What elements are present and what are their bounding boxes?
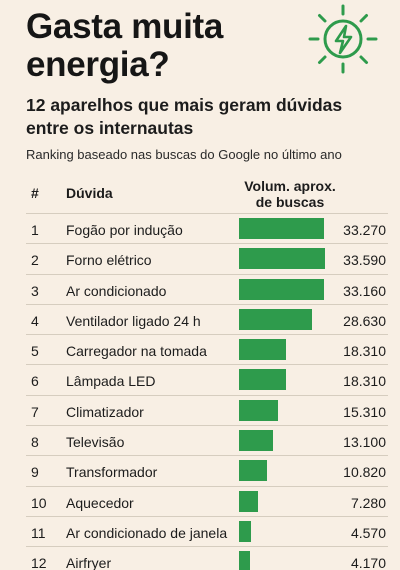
rank-number: 1 [31,222,39,238]
value-label: 18.310 [343,373,386,390]
category-label: Televisão [66,434,125,451]
table-row: 1 Fogão por indução 33.270 [26,213,388,243]
rank-number: 12 [31,555,47,570]
volume-bar [239,218,325,239]
table-row: 5 Carregador na tomada 18.310 [26,334,388,364]
table-row: 10 Aquecedor 7.280 [26,485,388,516]
rank-number: 6 [31,373,39,390]
title-line-1: Gasta muita [26,7,224,46]
category-label: Carregador na tomada [66,343,207,360]
category-label: Ar condicionado [66,282,167,299]
value-label: 4.570 [350,524,386,541]
table-row: 4 Ventilador ligado 24 h 28.630 [26,303,388,334]
table-row: 3 Ar condicionado 33.160 [26,273,388,304]
category-label: Ar condicionado de janela [66,524,228,541]
volume-bar [239,278,324,300]
value-label: 4.170 [350,555,386,570]
table-row: 11 Ar condicionado de janela 4.570 [26,515,388,546]
category-label: Forno elétrico [66,252,152,269]
volume-bar [239,460,267,482]
rank-number: 5 [31,343,39,360]
subtitle: 12 aparelhos que mais geram dúvidas entr… [26,95,343,138]
category-label: Airfryer [66,555,112,570]
column-header-volume-line-1: Volum. aprox. [244,178,336,194]
lightning-bolt-icon [308,4,378,74]
value-label: 18.310 [343,343,386,360]
table-row: 12 Airfryer 4.170 [26,546,388,570]
volume-bar [239,551,250,570]
volume-bar [239,248,325,270]
ranking-table: 1 Fogão por indução 33.270 2 Forno elétrico 3… [26,213,388,570]
rank-number: 3 [31,282,39,299]
volume-bar [239,369,286,391]
value-label: 28.630 [343,312,386,329]
category-label: Ventilador ligado 24 h [66,312,201,329]
column-header-rank: # [31,185,39,201]
title-line-2: energia? [26,45,170,84]
category-label: Fogão por indução [66,222,183,238]
rank-number: 7 [31,403,39,420]
volume-bar [239,308,313,330]
rank-number: 9 [31,464,39,481]
volume-bar [239,490,258,512]
column-header-volume: Volum. aprox. de buscas [238,178,342,210]
value-label: 13.100 [343,434,386,451]
rank-number: 2 [31,252,39,269]
rank-number: 4 [31,312,39,329]
source-note: Ranking baseado nas buscas do Google no … [26,147,342,162]
volume-bar [239,399,279,421]
column-header-question: Dúvida [66,185,113,201]
rank-number: 8 [31,434,39,451]
page-title: Gasta muita energia? [26,8,316,84]
table-row: 9 Transformador 10.820 [26,455,388,485]
value-label: 33.160 [343,282,386,299]
category-label: Transformador [66,464,158,481]
volume-bar [239,339,286,361]
value-label: 33.590 [343,252,386,269]
value-label: 10.820 [343,464,386,481]
column-header-volume-line-2: de buscas [255,194,325,210]
table-row: 6 Lâmpada LED 18.310 [26,364,388,394]
table-row: 7 Climatizador 15.310 [26,394,388,425]
value-label: 15.310 [343,403,386,420]
value-label: 33.270 [343,222,386,238]
category-label: Lâmpada LED [66,373,156,390]
category-label: Aquecedor [66,494,134,511]
volume-bar [239,520,251,542]
volume-bar [239,430,273,452]
table-row: 8 Televisão 13.100 [26,425,388,455]
value-label: 7.280 [350,494,386,511]
rank-number: 10 [31,494,47,511]
table-row: 2 Forno elétrico 33.590 [26,243,388,273]
category-label: Climatizador [66,403,144,420]
rank-number: 11 [31,524,46,541]
